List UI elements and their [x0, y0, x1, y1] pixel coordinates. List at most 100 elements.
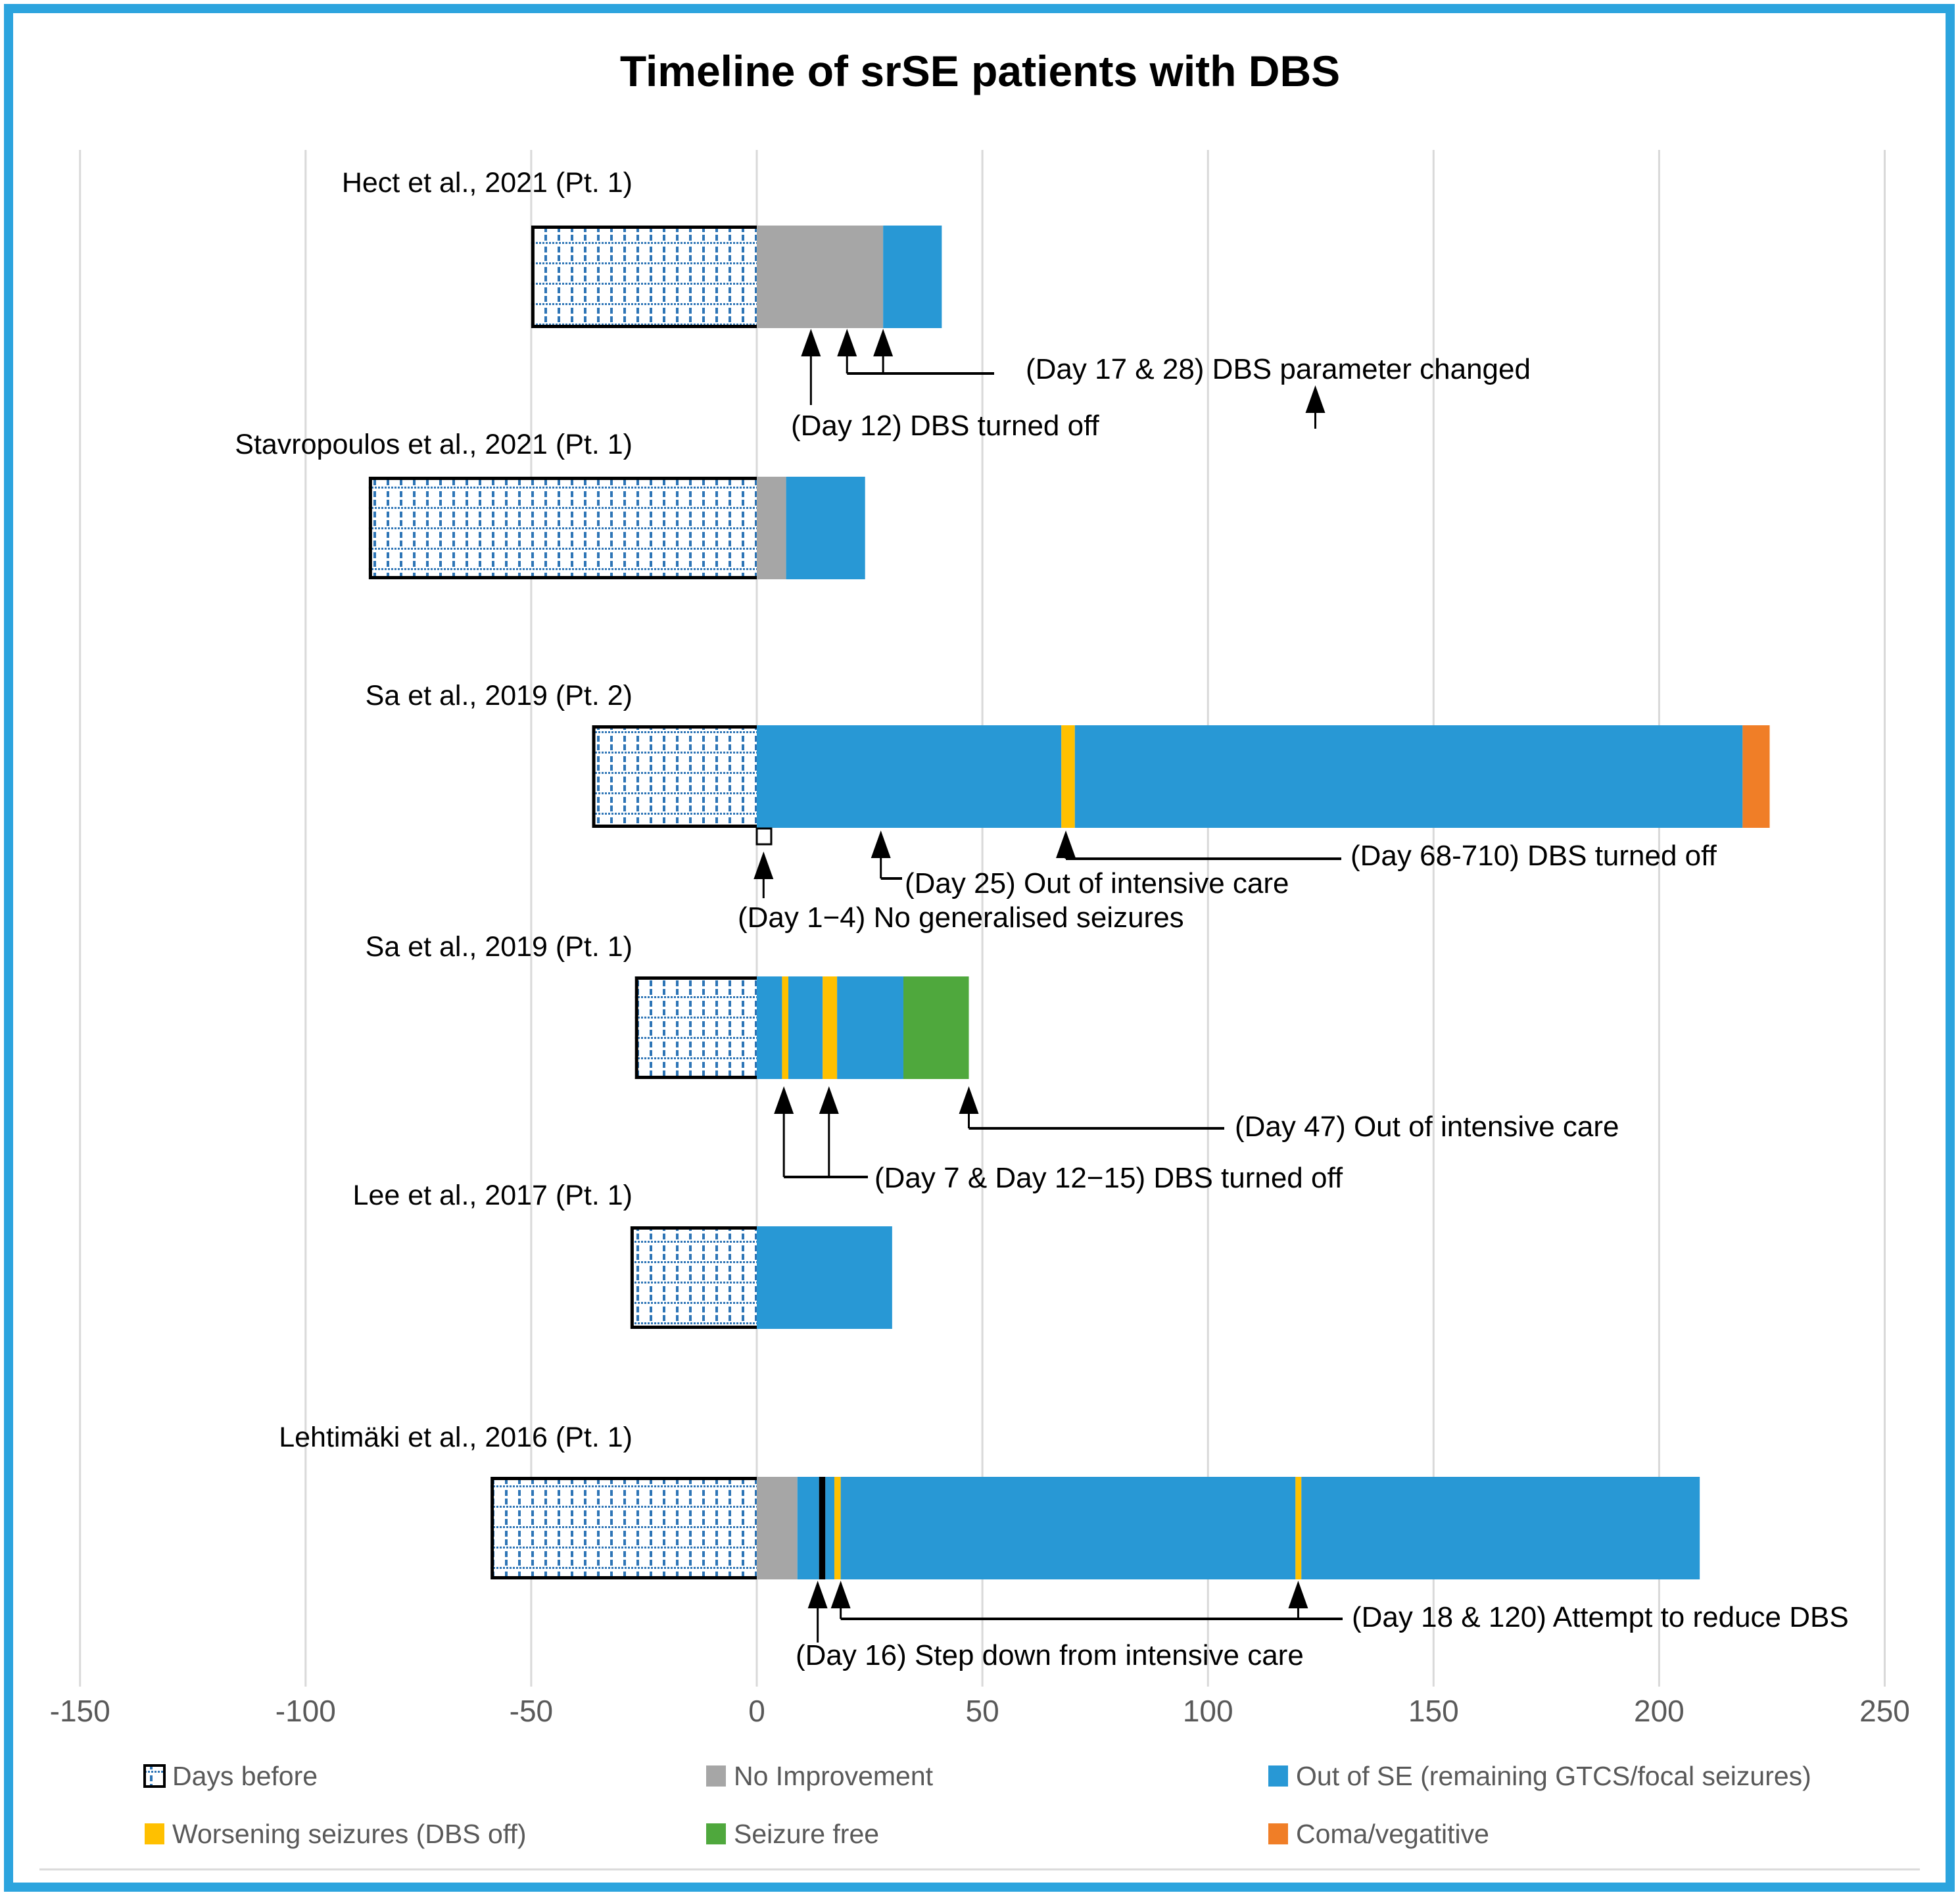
annotation-sa2-day25: (Day 25) Out of intensive care: [871, 830, 1289, 900]
annotation-sa2-day1-4: (Day 1−4) No generalised seizures: [738, 827, 1184, 934]
legend-swatch-no_improvement: [706, 1765, 726, 1787]
x-axis-tick-label: -150: [50, 1694, 110, 1728]
row-label: Sa et al., 2019 (Pt. 1): [366, 931, 633, 963]
annotation-label: (Day 25) Out of intensive care: [905, 867, 1289, 900]
legend-item: Worsening seizures (DBS off): [145, 1819, 527, 1849]
annotation-arrow: [774, 1086, 794, 1114]
bar-segment-days_before: [368, 477, 757, 579]
bar-segment-out_of_se: [786, 477, 865, 579]
legend-swatch-worsening: [145, 1823, 164, 1844]
x-axis-tick-label: 50: [966, 1694, 999, 1728]
annotation-arrow: [807, 1581, 828, 1608]
legend-label: Seizure free: [734, 1819, 879, 1849]
days-before-border: [490, 1477, 757, 1579]
legend-item: Seizure free: [706, 1819, 879, 1849]
bar-segment-out_of_se: [757, 1226, 892, 1329]
bar-segment-days_before: [490, 1477, 757, 1579]
days-before-border: [531, 226, 757, 328]
bar-segment-out_of_se: [883, 226, 942, 328]
x-axis-tick-label: 250: [1859, 1694, 1910, 1728]
annotation-sa2-day68: (Day 68-710) DBS turned off: [1056, 830, 1717, 872]
days-before-border: [630, 1226, 757, 1329]
row-label: Lee et al., 2017 (Pt. 1): [353, 1180, 633, 1211]
bar-segment-out_of_se: [1074, 725, 1743, 828]
annotation-arrow: [830, 1581, 851, 1608]
annotation-arrow: [959, 1086, 979, 1114]
annotation-hect-day12: (Day 12) DBS turned off: [791, 329, 1100, 442]
bar-segment-out_of_se: [837, 976, 904, 1079]
annotation-label: (Day 17 & 28) DBS parameter changed: [1026, 353, 1531, 385]
annotation-arrow: [801, 329, 821, 356]
days-before-border: [592, 725, 757, 828]
chart-title: Timeline of srSE patients with DBS: [619, 47, 1341, 95]
annotation-arrow: [1056, 830, 1076, 858]
bar-segment-seizure_free: [903, 976, 969, 1079]
bar-segment-out_of_se: [1301, 1477, 1700, 1579]
annotation-arrow: [873, 329, 894, 356]
legend-item: Days before: [143, 1761, 318, 1791]
bar-segment-out_of_se: [757, 976, 782, 1079]
annotation-label: (Day 16) Step down from intensive care: [796, 1639, 1304, 1671]
annotation-leht-day16: (Day 16) Step down from intensive care: [796, 1581, 1304, 1671]
row-label: Sa et al., 2019 (Pt. 2): [366, 680, 633, 711]
days-before-border: [368, 477, 757, 579]
bar-segment-out_of_se: [788, 976, 823, 1079]
bar-segment-worsening: [1061, 725, 1075, 828]
legend-label: Worsening seizures (DBS off): [172, 1819, 527, 1849]
bar-segment-no_improvement: [757, 477, 786, 579]
row-label: Hect et al., 2021 (Pt. 1): [342, 167, 633, 199]
row-label: Stavropoulos et al., 2021 (Pt. 1): [235, 429, 633, 460]
bar-segment-no_improvement: [757, 1477, 798, 1579]
bar-segment-out_of_se: [797, 1477, 819, 1579]
annotation-arrow: [1305, 385, 1326, 413]
bar-segment-worsening: [782, 976, 789, 1079]
x-axis-tick-label: 0: [748, 1694, 765, 1728]
legend-label: Out of SE (remaining GTCS/focal seizures…: [1296, 1761, 1811, 1791]
bar-segment-out_of_se: [825, 1477, 835, 1579]
annotation-arrow: [753, 852, 774, 879]
legend-label: Days before: [172, 1761, 318, 1791]
bar-segment-worsening: [823, 976, 838, 1079]
annotation-leht-day18-120: (Day 18 & 120) Attempt to reduce DBS: [830, 1581, 1849, 1633]
x-axis-tick-label: 100: [1183, 1694, 1233, 1728]
bar-segment-days_before: [592, 725, 757, 828]
legend-swatch-coma: [1268, 1823, 1288, 1844]
bar-segment-worsening: [1295, 1477, 1302, 1579]
bar-segment-days_before: [630, 1226, 757, 1329]
annotation-arrow: [819, 1086, 839, 1114]
bar-segment-days_before: [531, 226, 757, 328]
bar-segment-out_of_se: [840, 1477, 1296, 1579]
legend-label: No Improvement: [734, 1761, 934, 1791]
bar-segment-out_of_se: [757, 725, 1062, 828]
annotation-hect-extra-arrow: [1305, 385, 1326, 429]
annotation-label: (Day 47) Out of intensive care: [1235, 1111, 1619, 1143]
legend-label: Coma/vegatitive: [1296, 1819, 1489, 1849]
legend-swatch-out_of_se: [1268, 1765, 1288, 1787]
x-axis-tick-label: -50: [510, 1694, 553, 1728]
annotation-label: (Day 12) DBS turned off: [791, 410, 1100, 442]
annotation-label: (Day 18 & 120) Attempt to reduce DBS: [1352, 1601, 1849, 1633]
bar-segment-marker: [819, 1477, 826, 1579]
annotation-label: (Day 1−4) No generalised seizures: [738, 901, 1184, 934]
annotation-bracket: [755, 827, 773, 846]
legend-item: Coma/vegatitive: [1268, 1819, 1489, 1849]
bar-segment-worsening: [834, 1477, 841, 1579]
annotation-arrow: [871, 830, 891, 858]
legend-item: Out of SE (remaining GTCS/focal seizures…: [1268, 1761, 1811, 1791]
x-axis-tick-label: -100: [275, 1694, 336, 1728]
bar-segment-coma: [1742, 725, 1770, 828]
bar-segment-days_before: [634, 976, 757, 1079]
x-axis-tick-label: 150: [1408, 1694, 1459, 1728]
annotation-label: (Day 7 & Day 12−15) DBS turned off: [874, 1162, 1343, 1194]
x-axis-tick-label: 200: [1634, 1694, 1685, 1728]
legend-swatch-days_before: [143, 1764, 166, 1788]
legend-item: No Improvement: [706, 1761, 934, 1791]
bar-segment-no_improvement: [757, 226, 884, 328]
days-before-border: [634, 976, 757, 1079]
annotation-arrow: [1288, 1581, 1308, 1608]
annotation-arrow: [837, 329, 857, 356]
annotation-sa1-day47: (Day 47) Out of intensive care: [959, 1086, 1619, 1143]
annotation-label: (Day 68-710) DBS turned off: [1350, 840, 1717, 872]
